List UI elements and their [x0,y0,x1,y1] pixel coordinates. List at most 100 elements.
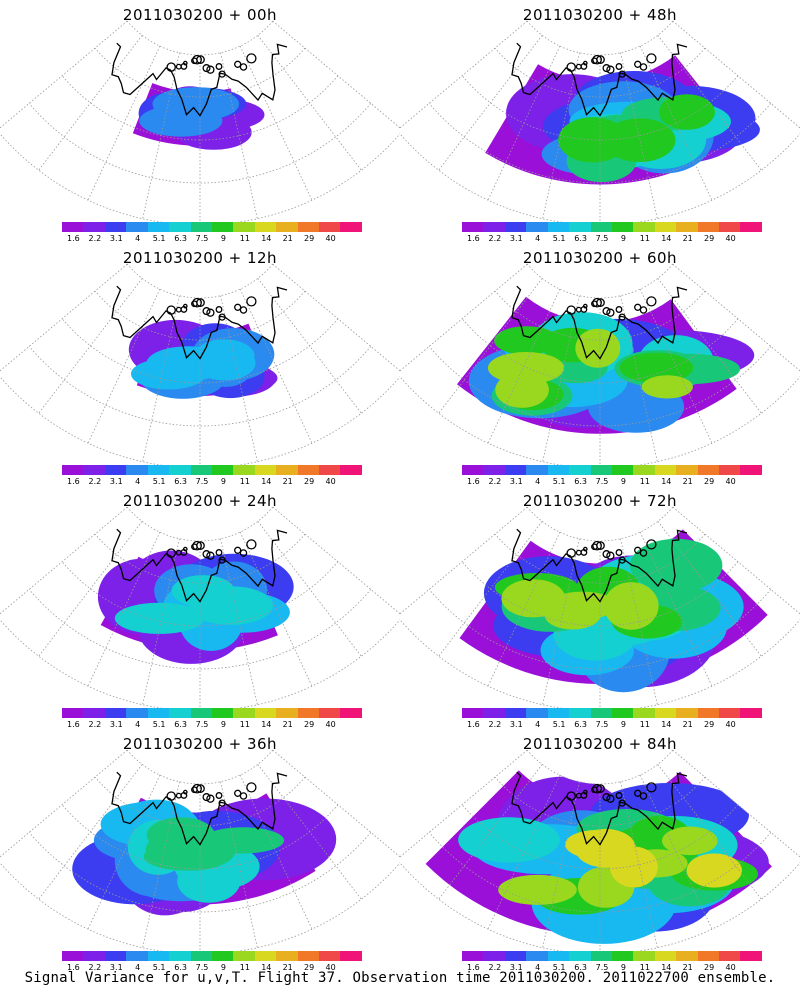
colorbar-tick-label: 9 [220,720,226,729]
island [596,55,605,64]
colorbar-tick-label: 1.6 [467,963,480,972]
colorbar-swatch [569,465,591,475]
panel-title: 2011030200 + 60h [522,249,678,267]
map-panel: 2011030200 + 12h 1.6 2.2 3.1 4 5.1 6.3 7.5 9 11 14… [0,243,400,486]
longitude-line [272,749,400,858]
longitude-line [142,295,180,462]
colorbar-tick-label: 29 [304,234,315,243]
colorbar-tick-label: 21 [282,720,293,729]
colorbar [62,708,362,720]
island [196,541,205,550]
longitude-line [400,749,528,858]
colorbar-swatch [654,222,677,232]
island [192,540,202,551]
latitude-line [428,346,772,427]
colorbar-tick-label: 11 [639,720,650,729]
colorbar-swatch [276,951,298,961]
colorbar-tick-label: 11 [239,234,250,243]
island [234,789,242,797]
colorbar-tick-label: 2.2 [88,963,102,972]
longitude-line [542,295,580,462]
field-level [641,375,693,399]
island [602,793,611,802]
longitude-line [620,52,658,219]
island [182,60,188,66]
panel-title: 2011030200 + 36h [122,735,278,753]
colorbar-swatch [611,222,634,232]
colorbar-swatch [526,465,548,475]
colorbar-tick-label: 29 [704,963,715,972]
colorbar-swatch [190,222,212,232]
colorbar-swatch [319,708,341,718]
variance-field [425,770,772,944]
longitude-line [672,506,800,615]
longitude-line [38,521,143,657]
island [582,546,588,552]
colorbar-swatch [697,465,720,475]
colorbar-swatch [483,465,505,475]
longitude-line [639,288,713,444]
longitude-line [620,781,658,948]
island [202,550,211,559]
island [602,64,611,73]
colorbar-tick-label: 11 [239,720,250,729]
colorbar-swatch [340,951,362,961]
island [206,794,215,803]
island [566,791,576,801]
longitude-line [257,521,362,657]
colorbar-tick-label: 40 [725,720,736,729]
island [596,298,605,307]
latitude-line [526,263,674,299]
longitude-line [639,45,713,201]
colorbar-tick-label: 11 [639,477,650,486]
colorbar [462,222,762,234]
colorbar-tick-label: 2.2 [88,720,102,729]
longitude-line [620,295,658,462]
colorbar-swatch [590,708,612,718]
field-level [603,118,676,162]
colorbar-tick-label: 14 [661,477,672,486]
latitude-line [494,47,706,98]
field-level [139,105,223,137]
latitude-line [126,506,274,542]
island [566,548,576,558]
colorbar-tick-label: 9 [620,720,626,729]
island [592,783,602,794]
colorbar-swatch [233,708,255,718]
colorbar-tick-label: 40 [325,720,336,729]
colorbar-tick-label: 3.1 [509,720,523,729]
island [646,53,657,64]
colorbar-tick-label: 4 [135,963,141,972]
colorbar-labels: 1.6 2.2 3.1 4 5.1 6.3 7.5 9 11 14 21 29 40 [462,234,762,244]
colorbar-swatch [169,222,191,232]
map-plot [0,506,400,708]
longitude-line [657,278,762,414]
colorbar-tick-label: 5.1 [552,234,566,243]
longitude-line [542,52,580,219]
colorbar-tick-label: 7.5 [195,477,209,486]
colorbar-tick-label: 7.5 [195,234,209,243]
colorbar-swatch [462,465,484,475]
longitude-line [272,20,400,129]
island [602,550,611,559]
colorbar-swatch [169,465,191,475]
latitude-line [94,47,306,98]
colorbar-swatch [319,465,341,475]
coastline [111,771,288,846]
map-plot [400,20,800,222]
island [246,296,257,307]
colorbar-tick-label: 1.6 [467,720,480,729]
longitude-line [220,52,258,219]
island [634,789,642,797]
colorbar-swatch [104,222,127,232]
colorbar-swatch [147,951,170,961]
coastline [111,285,288,360]
colorbar-swatch [254,951,277,961]
colorbar-tick-label: 3.1 [509,963,523,972]
island [606,308,615,317]
map-plot [400,506,800,708]
island [192,54,202,65]
colorbar-swatch [590,465,612,475]
colorbar-swatch [740,708,762,718]
colorbar-swatch [676,222,698,232]
